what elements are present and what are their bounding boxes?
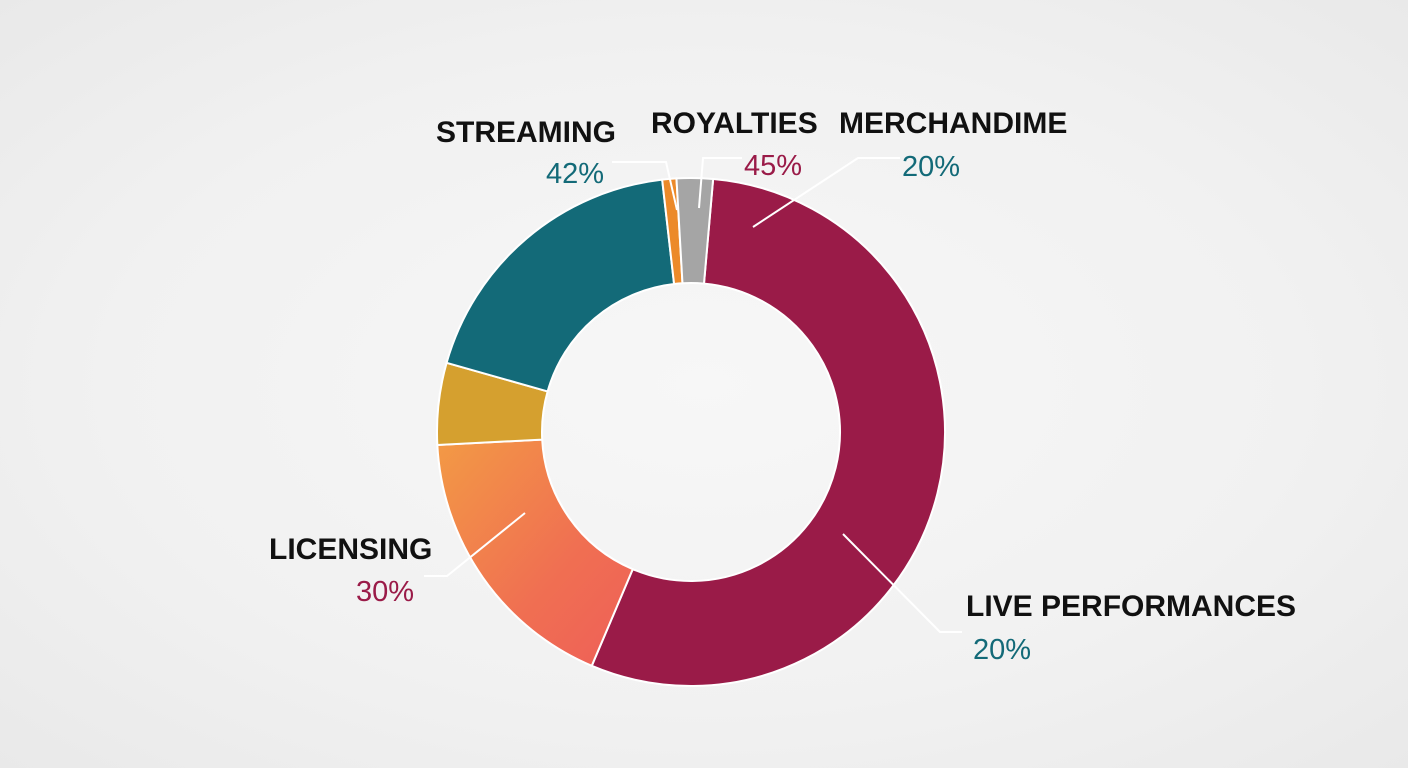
label-name-streaming: STREAMING: [436, 116, 616, 149]
leader-line-live-performances: [842, 533, 962, 633]
donut-slice-streaming: [445, 178, 676, 393]
leader-lines: [424, 157, 962, 633]
label-percent-live-performances: 20%: [973, 634, 1031, 666]
label-percent-streaming: 42%: [546, 158, 604, 190]
slice-labels: STREAMING 42% ROYALTIES 45% MERCHANDIME …: [269, 107, 1296, 666]
leader-line-streaming: [612, 161, 678, 211]
leader-line-merchandime: [752, 157, 900, 228]
donut-slice-licensing: [436, 438, 635, 668]
donut-slices: [436, 177, 946, 687]
label-name-licensing: LICENSING: [269, 533, 432, 566]
leader-line-royalties: [698, 157, 742, 209]
label-percent-merchandime: 20%: [902, 151, 960, 183]
label-name-royalties: ROYALTIES: [651, 107, 818, 140]
label-percent-licensing: 30%: [356, 576, 414, 608]
label-percent-royalties: 45%: [744, 150, 802, 182]
label-name-merchandime: MERCHANDIME: [839, 107, 1067, 140]
donut-slice-live: [590, 177, 946, 687]
donut-slice-royalties: [675, 177, 715, 285]
leader-line-licensing: [424, 512, 526, 577]
label-name-live-performances: LIVE PERFORMANCES: [966, 590, 1296, 623]
